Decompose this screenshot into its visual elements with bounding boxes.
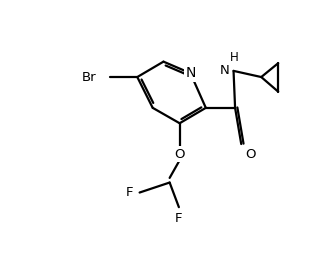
- Text: Br: Br: [82, 70, 97, 84]
- Text: H: H: [230, 51, 239, 64]
- Text: F: F: [175, 212, 183, 225]
- Text: N: N: [220, 65, 230, 77]
- Text: N: N: [185, 66, 196, 80]
- Text: O: O: [174, 148, 185, 161]
- Text: O: O: [245, 148, 256, 161]
- Text: F: F: [126, 186, 134, 199]
